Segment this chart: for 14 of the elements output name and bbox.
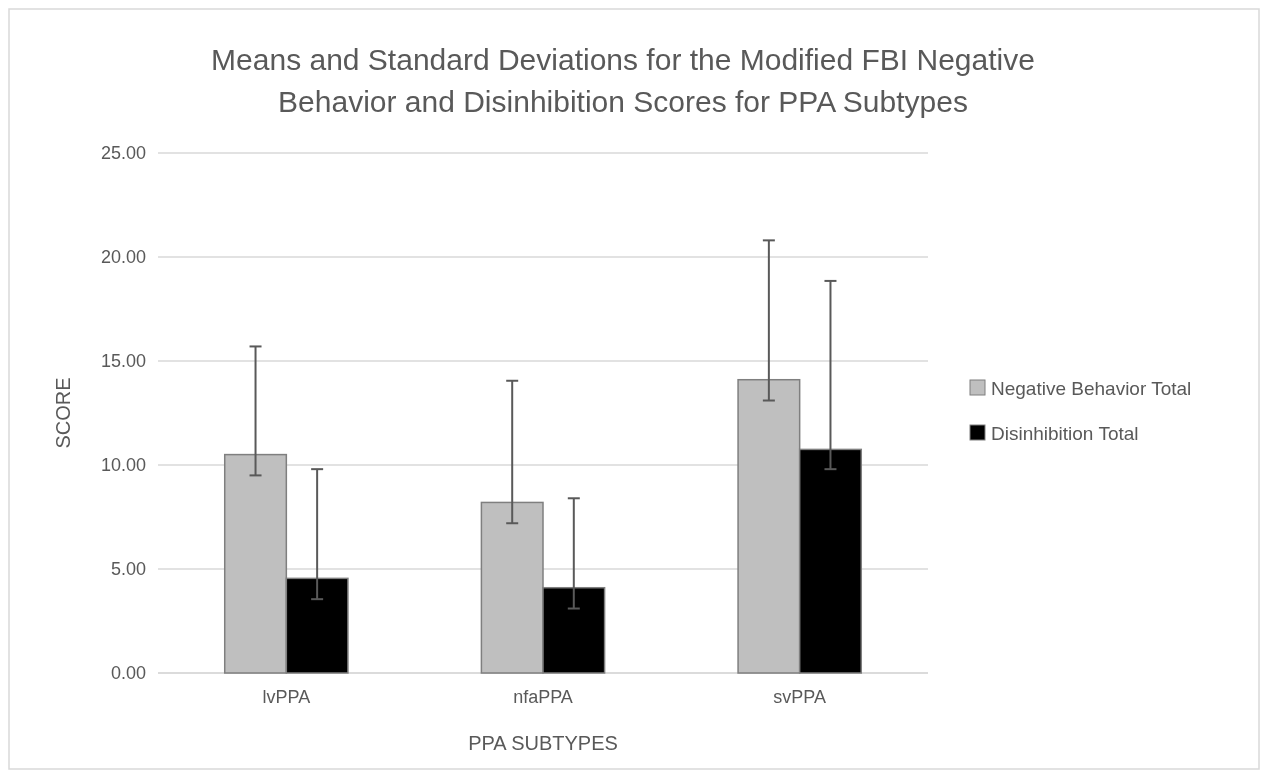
legend-label: Disinhibition Total	[991, 422, 1139, 444]
y-tick-label: 10.00	[100, 455, 146, 476]
x-tick-label: lvPPA	[262, 687, 311, 707]
y-tick-label: 5.00	[110, 559, 146, 580]
y-tick-label: 15.00	[100, 351, 146, 372]
x-tick-label: nfaPPA	[513, 687, 573, 707]
legend-label: Negative Behavior Total	[991, 377, 1192, 399]
y-tick-label: 25.00	[100, 143, 146, 164]
y-tick-label: 0.00	[110, 663, 146, 684]
y-tick-label: 20.00	[100, 247, 146, 268]
y-axis-title: SCORE	[52, 377, 74, 449]
x-axis-title: PPA SUBTYPES	[468, 732, 618, 754]
chart-title: Means and Standard Deviations for the Modified FBI Negative Behavior and Disinhibition Scores for PPA Subtypes	[211, 43, 1035, 118]
x-tick-label: svPPA	[773, 687, 827, 707]
